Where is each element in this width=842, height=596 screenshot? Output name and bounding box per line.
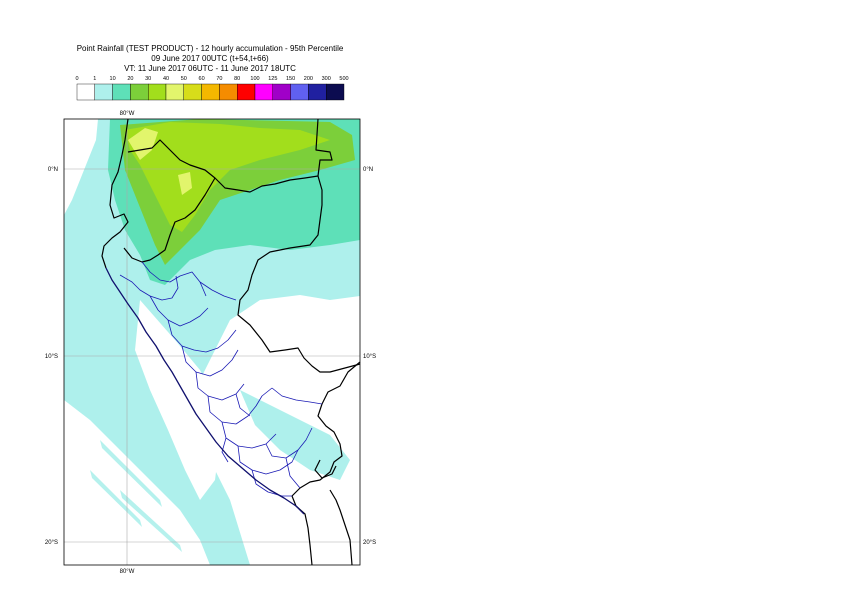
lon-label-80w-bottom: 80°W bbox=[120, 569, 135, 575]
legend-threshold-8: 70 bbox=[216, 76, 222, 82]
title-block: Point Rainfall (TEST PRODUCT) - 12 hourl… bbox=[40, 44, 380, 74]
legend-threshold-6: 50 bbox=[181, 76, 187, 82]
title-line-1: Point Rainfall (TEST PRODUCT) - 12 hourl… bbox=[76, 44, 344, 53]
coastline bbox=[105, 267, 305, 515]
dry-area-coast-belt bbox=[135, 300, 220, 500]
rainfall-field bbox=[64, 119, 360, 565]
ocean-rain-streaks bbox=[70, 380, 182, 552]
legend-threshold-10: 100 bbox=[250, 76, 259, 82]
rain-band-lime bbox=[125, 122, 330, 232]
legend-box-14 bbox=[326, 83, 345, 101]
legend-threshold-12: 150 bbox=[286, 76, 295, 82]
legend-color-boxes bbox=[76, 83, 345, 101]
lon-label-80w-top: 80°W bbox=[120, 111, 135, 117]
rain-band-pale-yellow-2 bbox=[178, 172, 192, 195]
lat-label-0: 0°N bbox=[48, 167, 58, 173]
legend-threshold-labels: 0 1 10 20 30 40 50 60 70 80 100 125 150 200 300 500 bbox=[75, 76, 348, 82]
legend-threshold-13: 200 bbox=[304, 76, 313, 82]
legend-threshold-5: 40 bbox=[163, 76, 169, 82]
lat-label-10s-right: 10°S bbox=[363, 354, 376, 360]
regional-borders bbox=[119, 261, 323, 497]
legend-threshold-0: 0 bbox=[75, 76, 78, 82]
legend-threshold-3: 20 bbox=[127, 76, 133, 82]
legend-threshold-1: 1 bbox=[93, 76, 96, 82]
lat-label-0-right: 0°N bbox=[363, 167, 373, 173]
legend-threshold-4: 30 bbox=[145, 76, 151, 82]
legend-threshold-2: 10 bbox=[110, 76, 116, 82]
legend-threshold-15: 500 bbox=[339, 76, 348, 82]
lat-label-20s-right: 20°S bbox=[363, 540, 376, 546]
lat-label-10s: 10°S bbox=[45, 354, 58, 360]
title-line-3: VT: 11 June 2017 06UTC - 11 June 2017 18… bbox=[124, 64, 296, 73]
title-line-2: 09 June 2017 00UTC (t+54,t+66) bbox=[151, 54, 269, 63]
rain-patch-east bbox=[240, 390, 350, 480]
legend-threshold-11: 125 bbox=[268, 76, 277, 82]
legend-threshold-9: 80 bbox=[234, 76, 240, 82]
lat-label-20s: 20°S bbox=[45, 540, 58, 546]
rain-band-pale-yellow bbox=[128, 128, 158, 160]
country-borders bbox=[101, 118, 361, 566]
map-frame bbox=[63, 118, 361, 566]
grid-lines bbox=[64, 119, 360, 565]
legend-threshold-14: 300 bbox=[322, 76, 331, 82]
rainfall-legend: 0 1 10 20 30 40 50 60 70 80 100 125 150 200 300 500 bbox=[75, 76, 349, 101]
legend-threshold-7: 60 bbox=[199, 76, 205, 82]
dry-area-ocean-west bbox=[64, 119, 98, 215]
